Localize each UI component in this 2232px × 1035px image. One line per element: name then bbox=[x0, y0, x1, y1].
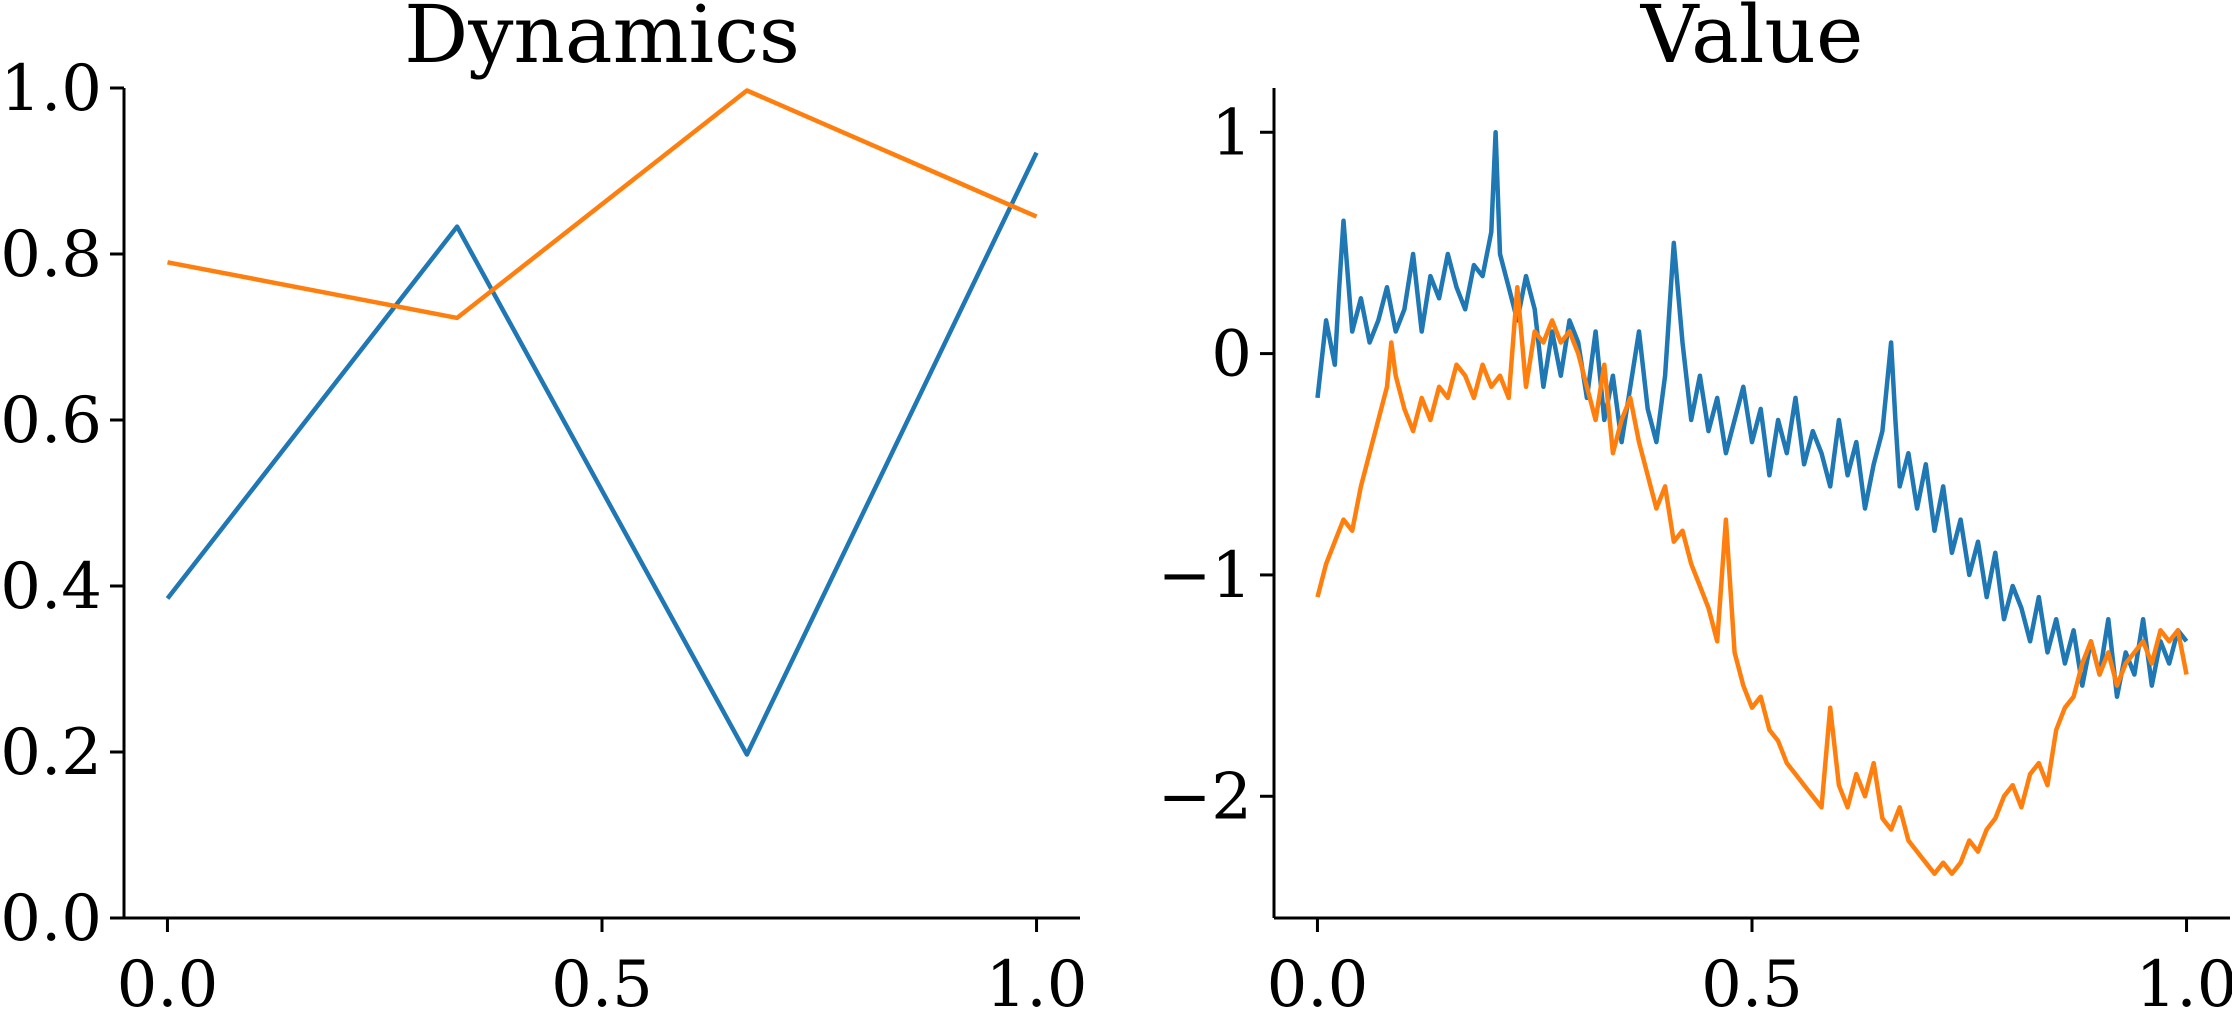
x-tick-label: 0.5 bbox=[1701, 948, 1803, 1022]
y-tick-label: 0.4 bbox=[0, 550, 102, 624]
y-tick-label: 0 bbox=[1211, 318, 1252, 392]
y-tick-label: −1 bbox=[1158, 539, 1252, 613]
dynamics-panel: Dynamics 0.0 0.2 0.4 0.6 0.8 1.0 0.0 0.5 1.0 bbox=[0, 0, 1087, 1022]
y-tick-label: 0.6 bbox=[0, 384, 102, 458]
y-tick-label: 1 bbox=[1211, 96, 1252, 170]
x-tick-label: 1.0 bbox=[986, 948, 1088, 1022]
y-tick-label: 0.8 bbox=[0, 218, 102, 292]
y-tick-label: 0.2 bbox=[0, 716, 102, 790]
x-tick-label: 0.5 bbox=[551, 948, 653, 1022]
series-line-2 bbox=[1315, 284, 2189, 876]
series-line-1 bbox=[1315, 130, 2189, 699]
x-tick-label: 1.0 bbox=[2136, 948, 2232, 1022]
chart-title: Value bbox=[1640, 0, 1864, 81]
chart-title: Dynamics bbox=[404, 0, 800, 81]
y-tick-label: 0.0 bbox=[0, 882, 102, 956]
series-line-1 bbox=[165, 151, 1039, 757]
value-panel: Value 1 0 −1 −2 0.0 0.5 1.0 bbox=[1158, 0, 2232, 1022]
y-tick-label: −2 bbox=[1158, 760, 1252, 834]
y-tick-label: 1.0 bbox=[0, 52, 102, 126]
series-line-2 bbox=[167, 88, 1038, 321]
x-tick-label: 0.0 bbox=[1267, 948, 1369, 1022]
x-tick-label: 0.0 bbox=[117, 948, 219, 1022]
